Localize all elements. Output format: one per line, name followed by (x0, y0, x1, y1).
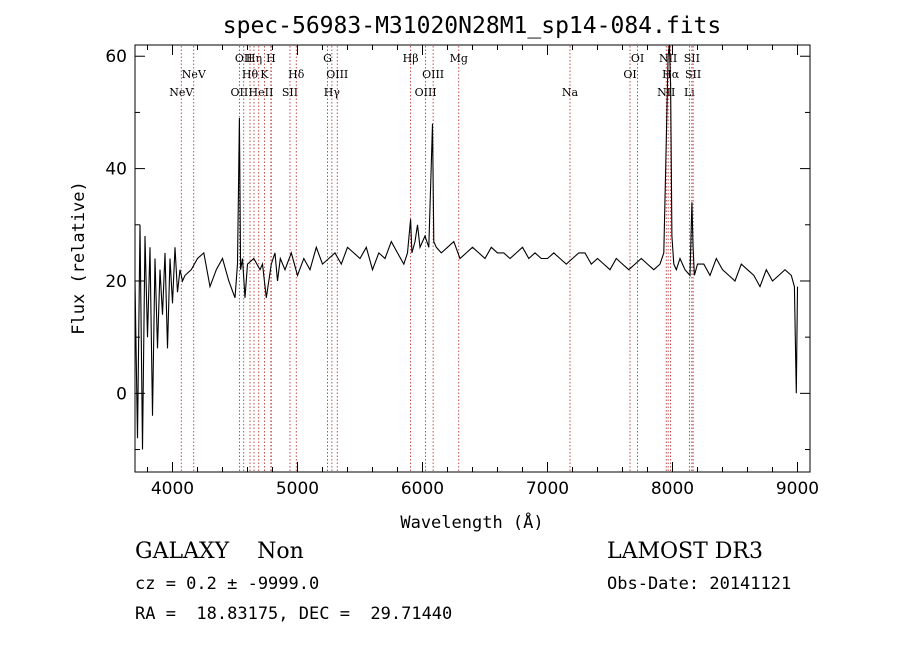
x-tick-label-2: 6000 (401, 479, 444, 499)
line-label-27: SII (685, 68, 701, 81)
line-label-8: H (266, 52, 276, 65)
y-axis-label: Flux (relative) (69, 181, 89, 335)
line-label-17: OIII (422, 68, 444, 81)
line-label-20: OI (623, 68, 636, 81)
y-tick-label-3: 60 (105, 47, 127, 67)
line-label-14: OIII (326, 68, 348, 81)
y-tick-label-0: 0 (116, 384, 127, 404)
line-label-9: I (269, 86, 273, 99)
line-label-22: NII (657, 86, 675, 99)
plot-frame (134, 44, 811, 473)
chart-title: spec-56983-M31020N28M1_sp14-084.fits (223, 13, 722, 39)
line-label-6: HeI (249, 86, 269, 99)
observation-date: Obs-Date: 20141121 (607, 574, 792, 594)
x-tick-label-3: 7000 (526, 479, 569, 499)
line-label-2: OII (231, 86, 249, 99)
spectrum-line (134, 44, 799, 450)
y-tick-label-1: 20 (105, 272, 127, 292)
line-label-4: Hθ (242, 68, 259, 81)
line-label-15: Hβ (403, 52, 419, 65)
line-label-11: Hδ (288, 68, 305, 81)
line-label-18: Mg (450, 52, 468, 65)
line-label-26: SII (684, 52, 700, 65)
line-label-7: K (260, 68, 269, 81)
line-label-13: Hγ (324, 86, 341, 99)
line-label-25: Li (684, 86, 695, 99)
x-tick-label-5: 9000 (776, 479, 819, 499)
line-label-16: OIII (415, 86, 437, 99)
line-label-3: OII (235, 52, 253, 65)
x-tick-label-0: 4000 (151, 479, 194, 499)
line-label-12: G (323, 52, 332, 65)
object-class: GALAXY Non (135, 539, 304, 564)
redshift-info: cz = 0.2 ± -9999.0 (135, 574, 320, 594)
survey-name: LAMOST DR3 (607, 539, 763, 564)
line-label-10: SII (282, 86, 298, 99)
x-tick-label-4: 8000 (651, 479, 694, 499)
x-tick-label-1: 5000 (276, 479, 319, 499)
line-label-0: NeV (169, 86, 194, 99)
line-label-21: OI (631, 52, 644, 65)
coordinates-info: RA = 18.83175, DEC = 29.71440 (135, 604, 453, 624)
line-label-5: Hη (246, 52, 262, 65)
line-label-19: Na (562, 86, 579, 99)
line-label-24: Hα (662, 68, 680, 81)
axis-ticks: 4000 5000 6000 7000 8000 9000 0 20 40 60 (105, 45, 819, 499)
line-label-1: NeV (182, 68, 207, 81)
y-tick-label-2: 40 (105, 160, 127, 180)
x-axis-label: Wavelength (Å) (400, 511, 543, 533)
